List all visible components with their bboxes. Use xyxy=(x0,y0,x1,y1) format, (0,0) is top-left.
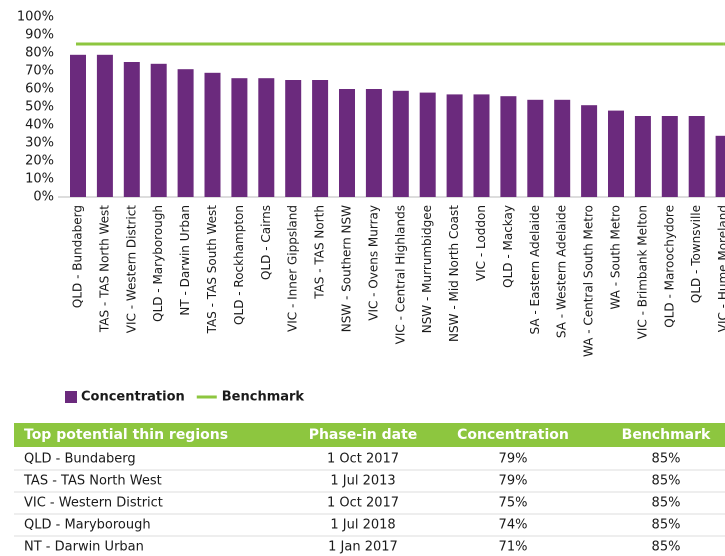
bar xyxy=(312,80,329,197)
bar xyxy=(527,99,544,197)
bar xyxy=(446,94,463,197)
legend-swatch xyxy=(65,391,77,403)
bar xyxy=(204,72,221,197)
x-tick-label: VIC - Hume Moreland xyxy=(716,205,725,332)
x-tick-label: VIC - Central Highlands xyxy=(393,205,407,344)
x-tick-label: NSW - Mid North Coast xyxy=(447,205,461,342)
table-cell: 85% xyxy=(652,452,681,467)
bar xyxy=(715,135,725,197)
table-header: Top potential thin regions xyxy=(24,427,228,443)
table-cell: 79% xyxy=(499,452,528,467)
x-tick-label: VIC - Inner Gippsland xyxy=(286,205,300,332)
table-cell: 75% xyxy=(499,496,528,511)
bar xyxy=(634,116,651,197)
bar xyxy=(70,54,86,197)
y-tick-label: 90% xyxy=(25,28,54,43)
table-cell: 79% xyxy=(499,474,528,489)
table-cell: VIC - Western District xyxy=(24,496,163,511)
table-cell: 1 Jan 2017 xyxy=(328,540,398,555)
table-cell: 1 Oct 2017 xyxy=(327,496,399,511)
x-tick-label: TAS - TAS South West xyxy=(205,205,219,335)
bar xyxy=(339,89,355,197)
y-tick-label: 100% xyxy=(17,10,54,25)
legend-label: Benchmark xyxy=(222,390,305,405)
x-tick-label: NT - Darwin Urban xyxy=(178,205,192,316)
bar xyxy=(258,78,275,197)
bar xyxy=(688,116,705,197)
x-tick-label: VIC - Ovens Murray xyxy=(366,205,380,321)
x-tick-label: NSW - Southern NSW xyxy=(340,205,354,332)
bar xyxy=(177,69,194,197)
table-header: Concentration xyxy=(457,427,569,443)
bar xyxy=(608,110,624,197)
x-tick-label: VIC - Western District xyxy=(124,205,138,334)
x-tick-label: QLD - Mackay xyxy=(501,205,515,288)
bar xyxy=(419,92,436,197)
table-cell: 1 Jul 2013 xyxy=(330,474,395,489)
bar xyxy=(473,94,490,197)
bar xyxy=(661,116,678,197)
x-tick-label: TAS - TAS North xyxy=(313,205,327,300)
y-tick-label: 50% xyxy=(25,100,54,115)
x-tick-label: TAS - TAS North West xyxy=(97,205,111,333)
bar xyxy=(392,90,409,197)
x-tick-label: SA - Western Adelaide xyxy=(555,205,569,338)
y-tick-label: 10% xyxy=(25,172,54,187)
legend-label: Concentration xyxy=(81,390,185,405)
table-cell: 1 Oct 2017 xyxy=(327,452,399,467)
bar xyxy=(285,80,302,197)
bar xyxy=(554,99,571,197)
bar xyxy=(581,105,598,197)
table-cell: 85% xyxy=(652,496,681,511)
x-tick-label: WA - Central South Metro xyxy=(582,205,596,357)
x-tick-label: QLD - Townsville xyxy=(689,205,703,303)
y-tick-label: 60% xyxy=(25,82,54,97)
table-cell: 1 Jul 2018 xyxy=(330,518,395,533)
bar xyxy=(123,62,140,197)
table-cell: 74% xyxy=(499,518,528,533)
y-tick-label: 30% xyxy=(25,136,54,151)
x-tick-label: VIC - Brimbank Melton xyxy=(635,205,649,339)
table-cell: NT - Darwin Urban xyxy=(24,540,144,555)
x-tick-label: VIC - Loddon xyxy=(474,205,488,281)
y-tick-label: 40% xyxy=(25,118,54,133)
x-tick-label: QLD - Cairns xyxy=(259,205,273,280)
y-tick-label: 70% xyxy=(25,64,54,79)
x-tick-label: SA - Eastern Adelaide xyxy=(528,205,542,334)
x-tick-label: WA - South Metro xyxy=(609,205,623,310)
table-header: Benchmark xyxy=(622,427,711,443)
table-cell: QLD - Bundaberg xyxy=(24,452,136,467)
y-tick-label: 0% xyxy=(33,190,54,205)
bar xyxy=(231,78,248,197)
table-cell: 71% xyxy=(499,540,528,555)
x-tick-label: QLD - Maryborough xyxy=(151,205,165,322)
bar xyxy=(96,54,113,197)
table-cell: QLD - Maryborough xyxy=(24,518,151,533)
x-tick-label: QLD - Rockhampton xyxy=(232,205,246,325)
x-tick-label: QLD - Bundaberg xyxy=(71,205,85,308)
table-cell: TAS - TAS North West xyxy=(23,474,162,489)
bar xyxy=(150,63,167,197)
bar xyxy=(365,89,382,197)
table-header-bg xyxy=(14,423,725,447)
y-tick-label: 20% xyxy=(25,154,54,169)
bar xyxy=(500,96,517,197)
table-cell: 85% xyxy=(652,474,681,489)
table-cell: 85% xyxy=(652,518,681,533)
table-cell: 85% xyxy=(652,540,681,555)
x-tick-label: NSW - Murrumbidgee xyxy=(420,205,434,333)
table-header: Phase-in date xyxy=(309,427,418,443)
y-tick-label: 80% xyxy=(25,46,54,61)
x-tick-label: QLD - Maroochydore xyxy=(662,205,676,328)
